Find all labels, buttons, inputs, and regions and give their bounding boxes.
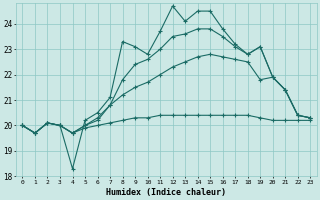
X-axis label: Humidex (Indice chaleur): Humidex (Indice chaleur) xyxy=(106,188,226,197)
